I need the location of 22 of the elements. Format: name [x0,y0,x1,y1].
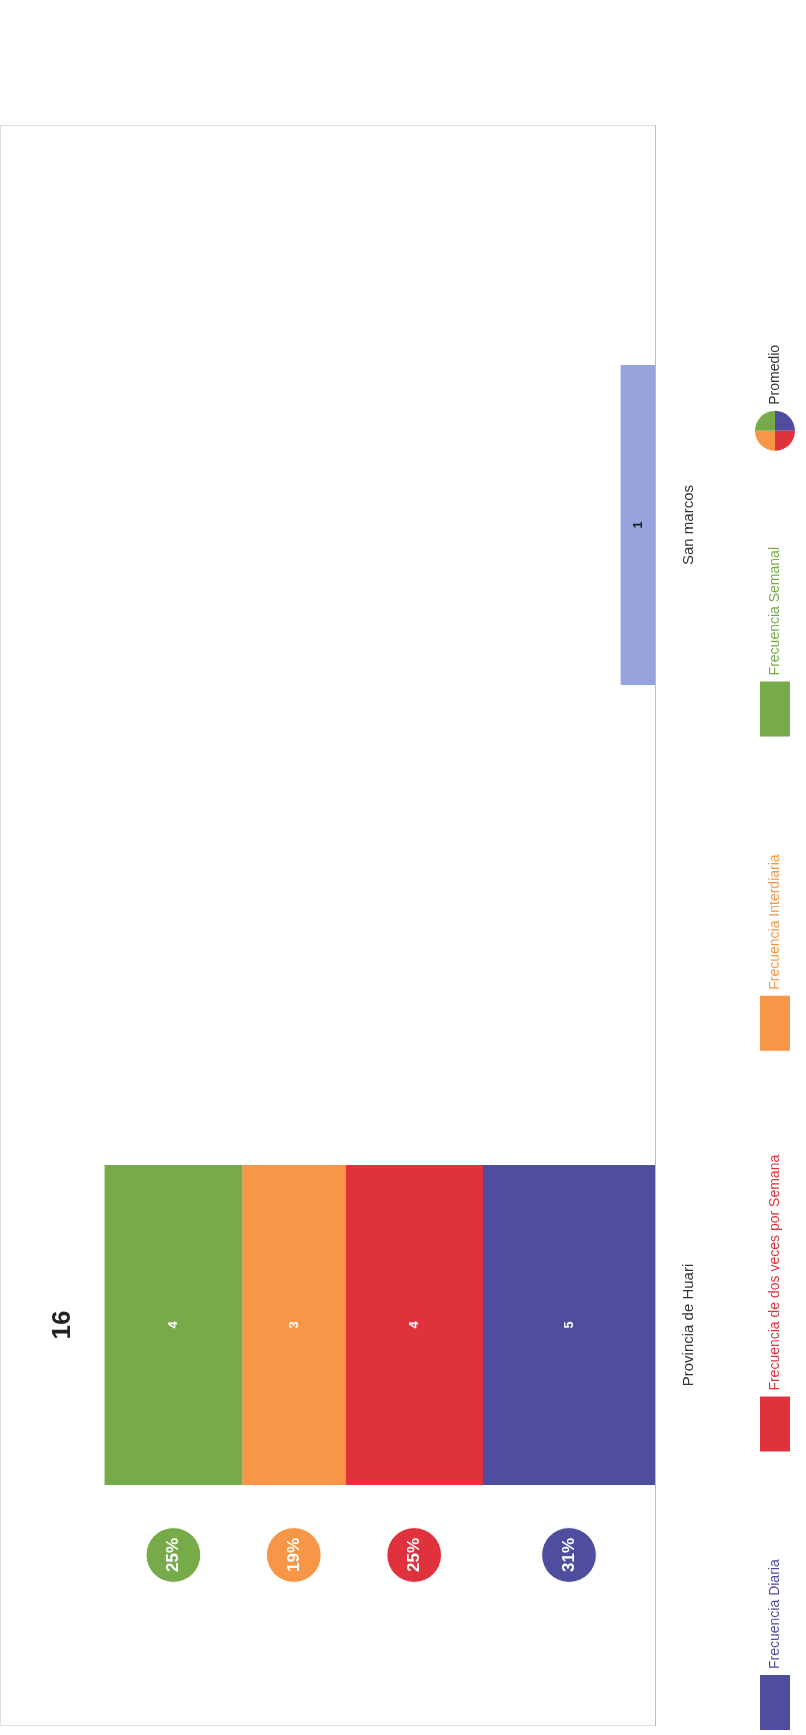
annotation: 19% [283,1537,303,1573]
text: Frecuencia Interdiaria [766,854,782,990]
data-label: 3 [285,1321,301,1329]
text: Promedio [766,344,782,405]
bar [345,1165,483,1485]
bar [242,1165,346,1485]
text: Frecuencia Semanal [766,546,782,676]
data-label: 4 [406,1320,422,1329]
y-tick-label: Provincia de Huari [678,1263,696,1387]
text: Frecuencia de dos veces por Semana [766,1154,782,1391]
bar [104,1165,243,1485]
text: Frecuencia Diaria [766,1559,782,1669]
data-label: 5 [561,1321,576,1329]
bar [482,1165,655,1485]
data-label: 1 [629,521,645,529]
y-tick-label: San marcos [678,484,696,566]
total-label: 16 [45,1310,76,1340]
annotation: 25% [404,1537,424,1573]
annotation: 25% [163,1537,183,1573]
data-label: 4 [165,1320,181,1329]
bar [620,365,655,685]
annotation: 31% [559,1537,578,1573]
